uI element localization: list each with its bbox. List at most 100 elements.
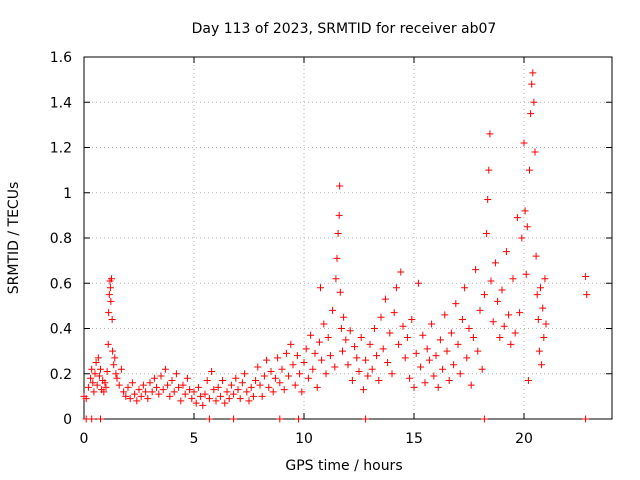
data-point xyxy=(256,381,264,389)
data-point xyxy=(124,383,132,391)
y-tick-label: 1 xyxy=(63,186,72,202)
data-point xyxy=(128,379,136,387)
data-point xyxy=(311,349,319,357)
data-point xyxy=(103,367,111,375)
data-point xyxy=(505,311,513,319)
data-point xyxy=(357,334,365,342)
data-point xyxy=(520,139,528,147)
data-point xyxy=(104,340,112,348)
data-point xyxy=(436,336,444,344)
data-point xyxy=(199,401,207,409)
data-point xyxy=(507,340,515,348)
data-point xyxy=(238,379,246,387)
data-point xyxy=(190,388,198,396)
data-point xyxy=(254,363,262,371)
x-tick-label: 20 xyxy=(515,431,533,447)
data-point xyxy=(366,340,374,348)
data-point xyxy=(111,354,119,362)
data-point xyxy=(274,354,282,362)
data-point xyxy=(89,379,97,387)
data-point xyxy=(340,313,348,321)
y-axis: 0 0.2 0.4 0.6 0.8 1 1.2 1.4 1.6 xyxy=(50,50,612,428)
baseline-marker xyxy=(276,415,284,423)
data-point xyxy=(421,379,429,387)
data-point xyxy=(531,148,539,156)
data-point xyxy=(212,397,220,405)
data-point xyxy=(425,356,433,364)
data-point xyxy=(399,322,407,330)
data-point xyxy=(526,166,533,174)
data-point xyxy=(348,377,356,385)
data-point xyxy=(315,338,323,346)
baseline-marker xyxy=(480,415,488,423)
data-point xyxy=(107,297,115,305)
data-point xyxy=(467,381,475,389)
data-point xyxy=(461,284,469,292)
data-point xyxy=(88,365,96,373)
data-point xyxy=(324,334,332,342)
data-point xyxy=(401,354,409,362)
data-point xyxy=(494,297,502,305)
data-point xyxy=(115,381,123,389)
data-point xyxy=(236,395,244,403)
data-point xyxy=(443,347,451,355)
data-point xyxy=(157,372,165,380)
data-point xyxy=(133,397,141,405)
data-point xyxy=(386,329,394,337)
data-point xyxy=(423,345,431,353)
data-point xyxy=(513,214,521,222)
data-point xyxy=(336,288,344,296)
data-point xyxy=(300,358,308,366)
data-point xyxy=(126,395,134,403)
data-point xyxy=(334,229,342,237)
data-point xyxy=(170,388,178,396)
data-point xyxy=(329,306,337,314)
y-tick-label: 0 xyxy=(63,412,72,428)
data-point xyxy=(375,377,383,385)
data-point xyxy=(480,291,488,299)
data-point xyxy=(247,383,255,391)
data-point xyxy=(112,370,120,378)
data-point xyxy=(210,386,218,394)
data-point xyxy=(384,358,392,366)
data-point xyxy=(137,392,145,400)
data-point xyxy=(293,352,301,360)
data-point xyxy=(179,381,187,389)
data-point xyxy=(208,367,216,375)
data-point xyxy=(181,390,189,398)
data-point xyxy=(106,284,114,292)
grid xyxy=(84,57,612,419)
data-point xyxy=(84,383,92,391)
y-tick-label: 0.6 xyxy=(50,276,72,292)
data-point xyxy=(381,295,389,303)
data-point xyxy=(408,315,416,323)
data-point xyxy=(148,388,156,396)
data-point xyxy=(317,284,324,292)
data-point xyxy=(533,291,541,299)
data-point xyxy=(214,383,222,391)
data-point xyxy=(335,211,343,219)
data-point xyxy=(102,383,110,391)
data-point xyxy=(430,372,438,380)
data-point xyxy=(186,386,194,394)
data-point xyxy=(131,390,139,398)
data-point xyxy=(285,372,293,380)
data-point xyxy=(332,275,340,283)
data-point xyxy=(139,381,147,389)
data-point xyxy=(342,336,350,344)
data-point xyxy=(542,320,550,328)
baseline-marker xyxy=(230,415,238,423)
data-point xyxy=(390,309,398,317)
data-point xyxy=(465,325,473,332)
data-point xyxy=(258,392,266,400)
data-point xyxy=(474,347,482,355)
data-point xyxy=(94,354,102,362)
x-axis: 0 5 10 15 20 xyxy=(80,57,533,447)
data-point xyxy=(333,254,341,262)
data-point xyxy=(362,356,370,364)
data-point xyxy=(122,392,130,400)
data-point xyxy=(487,277,495,285)
y-tick-label: 0.4 xyxy=(50,322,72,338)
data-point xyxy=(172,370,180,378)
